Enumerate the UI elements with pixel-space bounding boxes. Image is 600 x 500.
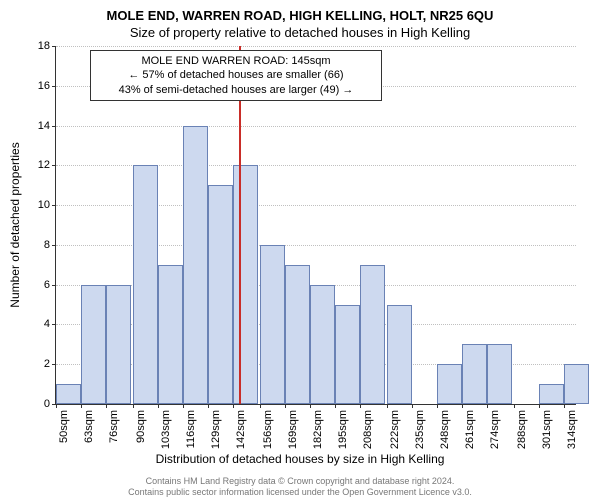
xtick-mark — [437, 404, 438, 408]
xtick-label: 116sqm — [183, 410, 197, 448]
chart-subtitle: Size of property relative to detached ho… — [0, 23, 600, 40]
xtick-label: 248sqm — [437, 410, 451, 449]
ytick-label: 6 — [44, 279, 56, 291]
xtick-label: 208sqm — [360, 410, 374, 449]
annotation-box: MOLE END WARREN ROAD: 145sqm ← 57% of de… — [90, 50, 382, 101]
ytick-label: 12 — [38, 159, 56, 171]
histogram-bar — [539, 384, 564, 404]
xtick-mark — [81, 404, 82, 408]
histogram-bar — [208, 185, 233, 404]
histogram-bar — [387, 305, 412, 404]
footer-line-2: Contains public sector information licen… — [0, 487, 600, 498]
annotation-line-1: MOLE END WARREN ROAD: 145sqm — [96, 54, 376, 68]
xtick-label: 129sqm — [208, 410, 222, 449]
ytick-label: 2 — [44, 358, 56, 370]
histogram-bar — [81, 285, 106, 404]
ytick-label: 8 — [44, 239, 56, 251]
gridline — [56, 126, 576, 127]
xtick-label: 301sqm — [539, 410, 553, 449]
gridline — [56, 46, 576, 47]
xtick-label: 288sqm — [514, 410, 528, 449]
ytick-label: 16 — [38, 80, 56, 92]
chart-title: MOLE END, WARREN ROAD, HIGH KELLING, HOL… — [0, 0, 600, 23]
ytick-label: 0 — [44, 398, 56, 410]
histogram-bar — [462, 344, 487, 404]
xtick-label: 195sqm — [335, 410, 349, 449]
xtick-label: 50sqm — [56, 410, 70, 443]
xtick-mark — [183, 404, 184, 408]
xtick-mark — [310, 404, 311, 408]
xtick-mark — [56, 404, 57, 408]
xtick-label: 314sqm — [564, 410, 578, 449]
xtick-label: 103sqm — [158, 410, 172, 449]
xtick-mark — [208, 404, 209, 408]
xtick-label: 182sqm — [310, 410, 324, 449]
xtick-mark — [158, 404, 159, 408]
x-axis-label: Distribution of detached houses by size … — [0, 452, 600, 466]
xtick-label: 169sqm — [285, 410, 299, 449]
ytick-label: 10 — [38, 199, 56, 211]
histogram-bar — [260, 245, 285, 404]
ytick-label: 4 — [44, 318, 56, 330]
xtick-label: 90sqm — [133, 410, 147, 443]
xtick-label: 142sqm — [233, 410, 247, 449]
footer-line-1: Contains HM Land Registry data © Crown c… — [0, 476, 600, 487]
xtick-label: 156sqm — [260, 410, 274, 449]
histogram-bar — [158, 265, 183, 404]
xtick-mark — [233, 404, 234, 408]
annotation-line-3: 43% of semi-detached houses are larger (… — [96, 83, 376, 97]
xtick-mark — [514, 404, 515, 408]
xtick-mark — [133, 404, 134, 408]
ytick-label: 18 — [38, 40, 56, 52]
xtick-label: 274sqm — [487, 410, 501, 449]
histogram-bar — [56, 384, 81, 404]
annotation-line-2: ← 57% of detached houses are smaller (66… — [96, 68, 376, 82]
xtick-mark — [106, 404, 107, 408]
xtick-mark — [387, 404, 388, 408]
xtick-mark — [564, 404, 565, 408]
xtick-mark — [539, 404, 540, 408]
histogram-bar — [233, 165, 258, 404]
xtick-mark — [260, 404, 261, 408]
xtick-mark — [462, 404, 463, 408]
footer: Contains HM Land Registry data © Crown c… — [0, 476, 600, 498]
histogram-bar — [106, 285, 131, 404]
histogram-bar — [335, 305, 360, 404]
histogram-bar — [285, 265, 310, 404]
xtick-label: 63sqm — [81, 410, 95, 443]
xtick-label: 261sqm — [462, 410, 476, 449]
histogram-bar — [360, 265, 385, 404]
ytick-label: 14 — [38, 120, 56, 132]
xtick-mark — [487, 404, 488, 408]
histogram-bar — [437, 364, 462, 404]
histogram-bar — [564, 364, 589, 404]
histogram-bar — [183, 126, 208, 404]
xtick-label: 76sqm — [106, 410, 120, 443]
chart-container: MOLE END, WARREN ROAD, HIGH KELLING, HOL… — [0, 0, 600, 500]
xtick-mark — [335, 404, 336, 408]
xtick-label: 222sqm — [387, 410, 401, 449]
xtick-mark — [360, 404, 361, 408]
histogram-bar — [487, 344, 512, 404]
xtick-label: 235sqm — [412, 410, 426, 449]
xtick-mark — [285, 404, 286, 408]
y-axis-label: Number of detached properties — [8, 142, 22, 307]
histogram-bar — [133, 165, 158, 404]
xtick-mark — [412, 404, 413, 408]
histogram-bar — [310, 285, 335, 404]
